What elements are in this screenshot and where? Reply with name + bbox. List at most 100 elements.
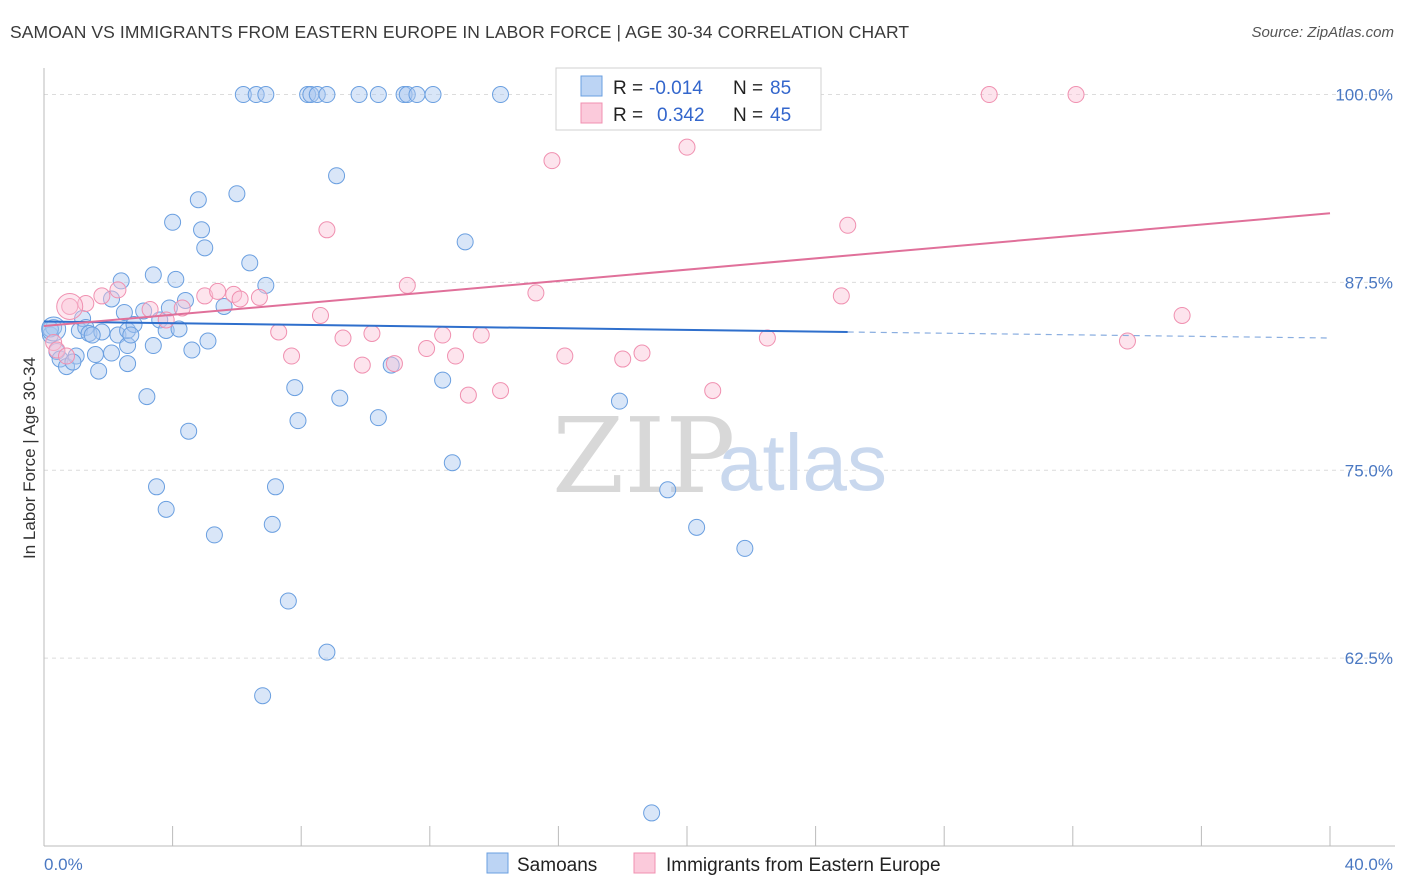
chart-title: SAMOAN VS IMMIGRANTS FROM EASTERN EUROPE… (10, 22, 910, 42)
eastern-europe-point-27 (459, 386, 477, 404)
eastern-europe-point-5 (93, 287, 111, 305)
samoans-point-11 (90, 362, 108, 380)
samoans-point-51 (328, 167, 346, 185)
samoans-point-77 (492, 86, 510, 104)
watermark-atlas: atlas (718, 418, 887, 507)
samoans-point-57 (456, 233, 474, 251)
samoans-point-42 (228, 185, 246, 203)
samoans-point-52 (331, 389, 349, 407)
axes (43, 68, 1395, 847)
samoans-point-50 (318, 643, 336, 661)
watermark-zip: ZIP (552, 395, 735, 517)
samoans-point-72 (369, 86, 387, 104)
samoans-point-13 (103, 344, 121, 362)
eastern-europe-point-13 (231, 290, 249, 308)
eastern-europe-point-9 (173, 299, 191, 317)
samoans-point-62 (254, 687, 272, 705)
samoans-point-71 (350, 86, 368, 104)
eastern-europe-point-22 (385, 355, 403, 373)
samoans-point-59 (659, 481, 677, 499)
eastern-europe-point-44 (1173, 306, 1191, 324)
eastern-europe-point-34 (633, 344, 651, 362)
samoans-point-34 (180, 422, 198, 440)
samoans-point-20 (119, 355, 137, 373)
samoans-point-28 (148, 478, 166, 496)
eastern-europe-points (45, 86, 1191, 404)
legend-r-label-2: R = (613, 105, 643, 126)
samoans-point-31 (170, 320, 188, 338)
samoans-point-81 (64, 353, 82, 371)
samoans-point-37 (193, 221, 211, 239)
eastern-europe-point-7 (141, 300, 159, 318)
legend-r-value-samoans: -0.014 (649, 78, 703, 99)
samoans-point-56 (443, 454, 461, 472)
samoans-point-61 (736, 539, 754, 557)
samoans-point-10 (86, 346, 104, 364)
eastern-europe-point-15 (270, 323, 288, 341)
samoans-point-12 (93, 323, 111, 341)
samoans-point-58 (610, 392, 628, 410)
samoans-point-22 (135, 302, 153, 320)
chart-source: Source: ZipAtlas.com (1251, 24, 1394, 41)
eastern-europe-point-40 (839, 216, 857, 234)
eastern-europe-point-38 (758, 329, 776, 347)
legend-n-label-2: N = (733, 105, 763, 126)
samoans-point-49 (289, 412, 307, 430)
samoans-point-24 (144, 266, 162, 284)
samoans-point-65 (247, 86, 265, 104)
bottom-legend-samoans: Samoans (517, 855, 597, 876)
samoans-point-30 (164, 213, 182, 231)
eastern-europe-trend-line (43, 212, 1331, 327)
samoans-point-15 (109, 326, 127, 344)
eastern-europe-point-11 (209, 282, 227, 300)
bottom-legend-swatch-eastern-europe (633, 852, 656, 874)
samoans-point-16 (112, 272, 130, 290)
bottom-legend-swatch-samoans (486, 852, 509, 874)
samoans-point-60 (688, 518, 706, 536)
eastern-europe-point-42 (1067, 86, 1085, 104)
legend-swatch-samoans (580, 75, 603, 97)
samoans-point-25 (144, 337, 162, 355)
samoans-point-18 (119, 337, 137, 355)
samoans-point-76 (424, 86, 442, 104)
eastern-europe-point-35 (678, 138, 696, 156)
y-tick-label-1: 75.0% (1345, 461, 1393, 480)
samoans-point-69 (308, 86, 326, 104)
samoans-point-63 (643, 804, 661, 822)
eastern-europe-point-10 (196, 287, 214, 305)
samoans-cluster-point (41, 316, 67, 342)
x-tick-label-0: 0.0% (44, 855, 83, 874)
samoans-point-46 (266, 478, 284, 496)
grid-lines (44, 94, 1395, 659)
eastern-europe-point-6 (109, 281, 127, 299)
samoans-trend-extension (847, 331, 1331, 339)
eastern-europe-cluster-point (56, 292, 84, 320)
eastern-europe-point-29 (492, 382, 510, 400)
legend-r-value-eastern-europe: 0.342 (657, 105, 705, 126)
samoans-point-39 (199, 332, 217, 350)
eastern-europe-point-16 (283, 347, 301, 365)
eastern-europe-point-28 (472, 326, 490, 344)
samoans-point-35 (183, 341, 201, 359)
samoans-point-36 (189, 191, 207, 209)
eastern-europe-point-24 (418, 340, 436, 358)
samoans-point-32 (167, 270, 185, 288)
samoans-point-45 (263, 515, 281, 533)
samoans-point-17 (115, 303, 133, 321)
y-axis-label: In Labor Force | Age 30-34 (20, 357, 39, 559)
samoans-point-53 (369, 409, 387, 427)
eastern-europe-point-3 (61, 297, 79, 315)
y-tick-label-2: 87.5% (1345, 273, 1393, 292)
eastern-europe-point-32 (556, 347, 574, 365)
legend-n-value-samoans: 85 (770, 78, 791, 99)
series-legend: Samoans Immigrants from Eastern Europe (486, 852, 941, 876)
samoans-point-74 (398, 86, 416, 104)
samoans-point-55 (434, 371, 452, 389)
samoans-point-64 (234, 86, 252, 104)
eastern-europe-point-30 (527, 284, 545, 302)
bottom-legend-eastern-europe: Immigrants from Eastern Europe (666, 855, 941, 876)
eastern-europe-point-33 (614, 350, 632, 368)
eastern-europe-point-4 (77, 294, 95, 312)
samoans-point-66 (257, 86, 275, 104)
